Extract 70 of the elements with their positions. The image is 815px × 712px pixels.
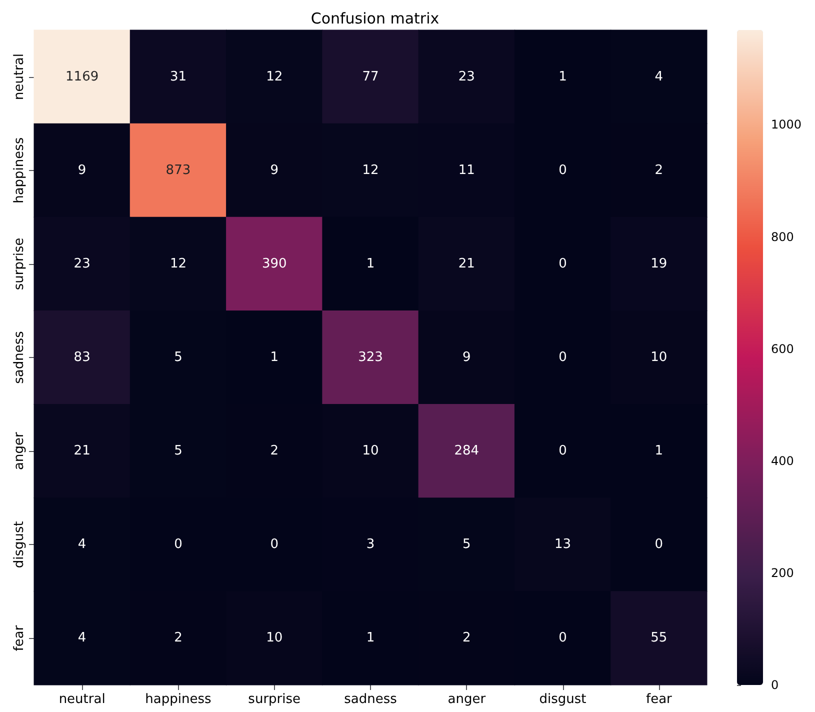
- data-label: 13: [554, 537, 572, 552]
- color-bar-label: 0: [771, 678, 779, 692]
- data-label: 2: [270, 444, 278, 459]
- data-label: 21: [458, 256, 475, 272]
- x-tick-label: sadness: [344, 692, 398, 707]
- x-tick-label: happiness: [145, 692, 212, 707]
- color-bar-label: 800: [771, 230, 794, 244]
- data-label: 0: [558, 444, 567, 459]
- color-bar-label: 200: [771, 566, 794, 580]
- y-tick-label: happiness: [12, 137, 27, 204]
- data-label: 0: [558, 630, 567, 646]
- data-label: 0: [558, 350, 567, 365]
- x-tick-label: disgust: [539, 692, 586, 707]
- data-label: 11: [458, 162, 475, 178]
- data-label: 1: [270, 350, 278, 365]
- data-label: 0: [654, 537, 664, 552]
- y-tick-label: disgust: [12, 521, 27, 568]
- data-label: 0: [558, 256, 567, 272]
- data-label: 9: [78, 162, 86, 178]
- x-tick-label: anger: [448, 692, 486, 707]
- data-label: 873: [166, 162, 191, 178]
- y-tick-label: anger: [12, 432, 27, 470]
- y-tick-label: sadness: [12, 330, 27, 384]
- data-label: 12: [266, 69, 283, 84]
- y-tick-label: neutral: [12, 54, 27, 100]
- data-label: 2: [174, 630, 182, 646]
- data-label: 9: [270, 162, 278, 178]
- data-label: 4: [78, 630, 86, 646]
- data-label: 23: [458, 69, 475, 84]
- data-label: 323: [358, 350, 383, 365]
- data-label: 12: [170, 256, 186, 272]
- data-label: 1: [366, 630, 375, 646]
- color-bar-label: 600: [771, 342, 794, 356]
- data-label: 0: [270, 537, 278, 552]
- data-label: 4: [78, 537, 86, 552]
- x-tick-label: fear: [646, 692, 673, 707]
- data-label: 284: [454, 444, 480, 459]
- data-label: 1: [654, 444, 664, 459]
- data-label: 9: [462, 350, 471, 365]
- data-label: 23: [74, 256, 90, 272]
- data-label: 21: [74, 444, 90, 459]
- data-label: 3: [366, 537, 375, 552]
- data-label: 1: [366, 256, 375, 272]
- color-bar-label: 400: [771, 454, 794, 468]
- color-bar-label: 1000: [771, 118, 802, 132]
- data-label: 0: [558, 162, 567, 178]
- data-label: 10: [266, 630, 283, 646]
- data-label: 83: [74, 350, 90, 365]
- data-label: 2: [462, 630, 471, 646]
- data-label: 0: [174, 537, 182, 552]
- data-label: 4: [654, 69, 664, 84]
- data-label: 55: [650, 630, 668, 646]
- x-tick-label: surprise: [248, 692, 301, 707]
- data-label: 5: [174, 444, 182, 459]
- data-label: 5: [174, 350, 182, 365]
- data-label: 10: [650, 350, 668, 365]
- y-tick-label: surprise: [12, 238, 27, 290]
- data-label: 10: [362, 444, 379, 459]
- data-label: 31: [170, 69, 186, 84]
- data-label: 5: [462, 537, 471, 552]
- data-label: 2: [654, 162, 664, 178]
- data-label: 12: [362, 162, 379, 178]
- data-label: 19: [650, 256, 668, 272]
- data-label: 390: [262, 256, 287, 272]
- y-tick-label: fear: [12, 624, 27, 652]
- data-label: 1: [558, 69, 567, 84]
- chart-title: Confusion matrix: [310, 10, 440, 28]
- data-label: 77: [362, 69, 379, 84]
- data-label: 1169: [66, 69, 99, 84]
- x-tick-label: neutral: [58, 692, 106, 707]
